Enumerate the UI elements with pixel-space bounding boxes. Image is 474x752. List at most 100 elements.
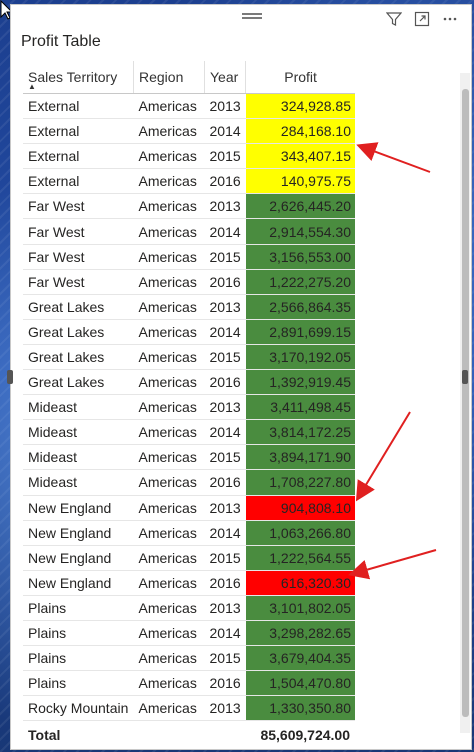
cell-sales-territory: Plains [23, 620, 134, 647]
cell-year: 2013 [204, 193, 246, 220]
total-empty-cell [204, 720, 246, 750]
cell-region: Americas [133, 193, 205, 220]
cell-profit: 2,891,699.15 [245, 319, 355, 345]
table-row[interactable]: Mideast Americas 2013 3,411,498.45 [23, 394, 355, 421]
table-visual[interactable]: Profit Table Sales Territory ▲ Region Ye… [10, 4, 472, 750]
cell-profit: 3,170,192.05 [245, 344, 355, 371]
cell-sales-territory: New England [23, 495, 134, 521]
cell-profit: 1,063,266.80 [245, 520, 355, 546]
cell-sales-territory: Plains [23, 595, 134, 621]
cell-profit: 1,222,564.55 [245, 545, 355, 571]
table-row[interactable]: External Americas 2016 140,975.75 [23, 168, 355, 195]
column-header-profit[interactable]: Profit [245, 61, 355, 94]
table-row[interactable]: New England Americas 2015 1,222,564.55 [23, 545, 355, 571]
total-label: Total [23, 720, 134, 750]
cell-profit: 140,975.75 [245, 168, 355, 195]
table-row[interactable]: Rocky Mountain Americas 2013 1,330,350.80 [23, 695, 355, 722]
cell-region: Americas [133, 218, 205, 245]
table-row[interactable]: Mideast Americas 2016 1,708,227.80 [23, 469, 355, 496]
resize-handle-right[interactable] [462, 370, 468, 384]
table-row[interactable]: New England Americas 2016 616,320.30 [23, 570, 355, 596]
table-row[interactable]: Great Lakes Americas 2016 1,392,919.45 [23, 369, 355, 396]
cell-sales-territory: Great Lakes [23, 319, 134, 345]
visual-title: Profit Table [21, 33, 101, 50]
cell-sales-territory: New England [23, 520, 134, 546]
table-row[interactable]: Plains Americas 2014 3,298,282.65 [23, 620, 355, 647]
resize-handle-left[interactable] [7, 370, 13, 384]
table-row[interactable]: Great Lakes Americas 2013 2,566,864.35 [23, 294, 355, 320]
cell-sales-territory: Mideast [23, 419, 134, 446]
table-row[interactable]: Far West Americas 2013 2,626,445.20 [23, 193, 355, 220]
column-header-sales-territory[interactable]: Sales Territory ▲ [23, 61, 134, 94]
cell-sales-territory: Far West [23, 218, 134, 245]
cell-region: Americas [133, 620, 205, 647]
table-row[interactable]: Plains Americas 2016 1,504,470.80 [23, 670, 355, 697]
table-row[interactable]: Plains Americas 2013 3,101,802.05 [23, 595, 355, 621]
table-row[interactable]: External Americas 2014 284,168.10 [23, 118, 355, 145]
cell-profit: 3,894,171.90 [245, 444, 355, 471]
cell-region: Americas [133, 695, 205, 722]
cell-profit: 3,411,498.45 [245, 394, 355, 421]
column-header-year[interactable]: Year [204, 61, 247, 94]
cell-region: Americas [133, 645, 205, 672]
cell-sales-territory: Mideast [23, 394, 134, 421]
table-container: Sales Territory ▲ Region Year Profit Ext… [23, 61, 359, 750]
cell-sales-territory: Far West [23, 269, 134, 295]
cell-region: Americas [133, 670, 205, 697]
cell-region: Americas [133, 118, 205, 145]
column-header-region[interactable]: Region [133, 61, 205, 94]
vertical-scrollbar-thumb[interactable] [462, 89, 469, 717]
cell-sales-territory: External [23, 118, 134, 145]
cell-sales-territory: Mideast [23, 469, 134, 496]
column-header-label: Region [139, 69, 184, 85]
table-row[interactable]: External Americas 2015 343,407.15 [23, 143, 355, 170]
sort-ascending-icon[interactable]: ▲ [28, 82, 36, 91]
table-row[interactable]: Plains Americas 2015 3,679,404.35 [23, 645, 355, 672]
table-row[interactable]: Far West Americas 2014 2,914,554.30 [23, 218, 355, 245]
cell-year: 2016 [204, 369, 246, 396]
column-header-label: Sales Territory [28, 69, 118, 85]
cell-profit: 343,407.15 [245, 143, 355, 170]
table-row[interactable]: Great Lakes Americas 2014 2,891,699.15 [23, 319, 355, 345]
table-row[interactable]: Mideast Americas 2014 3,814,172.25 [23, 419, 355, 446]
cell-profit: 1,222,275.20 [245, 269, 355, 295]
cell-profit: 1,504,470.80 [245, 670, 355, 697]
cell-year: 2014 [204, 319, 246, 345]
total-row: Total 85,609,724.00 [23, 720, 355, 750]
cell-year: 2016 [204, 269, 246, 295]
profit-table: Sales Territory ▲ Region Year Profit Ext… [23, 61, 355, 750]
table-row[interactable]: Far West Americas 2016 1,222,275.20 [23, 269, 355, 295]
cell-year: 2015 [204, 244, 246, 270]
table-row[interactable]: Great Lakes Americas 2015 3,170,192.05 [23, 344, 355, 371]
cell-profit: 3,679,404.35 [245, 645, 355, 672]
total-empty-cell [133, 720, 205, 750]
cell-sales-territory: Great Lakes [23, 369, 134, 396]
cell-profit: 2,626,445.20 [245, 193, 355, 220]
table-row[interactable]: Far West Americas 2015 3,156,553.00 [23, 244, 355, 270]
cell-sales-territory: External [23, 168, 134, 195]
table-row[interactable]: External Americas 2013 324,928.85 [23, 93, 355, 120]
cell-year: 2016 [204, 570, 246, 596]
table-row[interactable]: New England Americas 2014 1,063,266.80 [23, 520, 355, 546]
cell-profit: 1,330,350.80 [245, 695, 355, 722]
table-row[interactable]: Mideast Americas 2015 3,894,171.90 [23, 444, 355, 471]
cell-year: 2016 [204, 469, 246, 496]
drag-handle-icon[interactable] [242, 13, 262, 21]
cell-year: 2013 [204, 695, 246, 722]
more-options-icon[interactable] [441, 11, 459, 29]
cell-region: Americas [133, 319, 205, 345]
table-row[interactable]: New England Americas 2013 904,808.10 [23, 495, 355, 521]
cell-region: Americas [133, 344, 205, 371]
focus-mode-icon[interactable] [413, 11, 431, 29]
filter-icon[interactable] [385, 11, 403, 29]
cell-year: 2015 [204, 444, 246, 471]
cell-region: Americas [133, 444, 205, 471]
cell-region: Americas [133, 520, 205, 546]
cell-year: 2014 [204, 218, 246, 245]
visual-header-icons [385, 11, 459, 29]
column-header-label: Year [210, 69, 239, 85]
cell-region: Americas [133, 419, 205, 446]
cell-profit: 2,566,864.35 [245, 294, 355, 320]
cell-region: Americas [133, 369, 205, 396]
cell-sales-territory: External [23, 93, 134, 120]
